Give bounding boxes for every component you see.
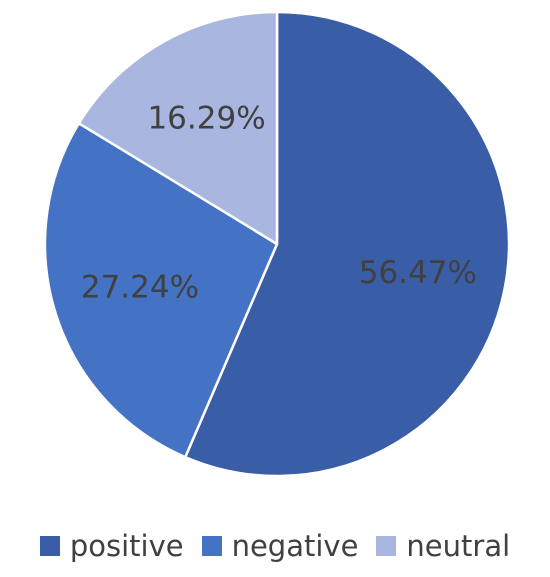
legend-label-positive: positive bbox=[69, 528, 184, 563]
legend-item-positive: positive bbox=[39, 528, 184, 563]
pie-plot-area: 56.47% 27.24% 16.29% bbox=[43, 10, 511, 478]
legend-item-neutral: neutral bbox=[376, 528, 511, 563]
pie-slice-positive bbox=[184, 10, 511, 478]
pie-slice-neutral bbox=[77, 10, 279, 246]
legend-item-negative: negative bbox=[201, 528, 359, 563]
legend-label-neutral: neutral bbox=[406, 528, 511, 563]
legend-label-negative: negative bbox=[231, 528, 359, 563]
legend: positive negative neutral bbox=[0, 524, 550, 568]
data-label-positive: 56.47% bbox=[359, 255, 477, 291]
legend-swatch-negative bbox=[201, 536, 222, 556]
legend-swatch-neutral bbox=[376, 536, 397, 556]
legend-swatch-positive bbox=[39, 536, 60, 556]
data-label-neutral: 16.29% bbox=[147, 101, 265, 137]
data-label-negative: 27.24% bbox=[81, 270, 199, 306]
pie-slice-negative bbox=[43, 122, 279, 459]
